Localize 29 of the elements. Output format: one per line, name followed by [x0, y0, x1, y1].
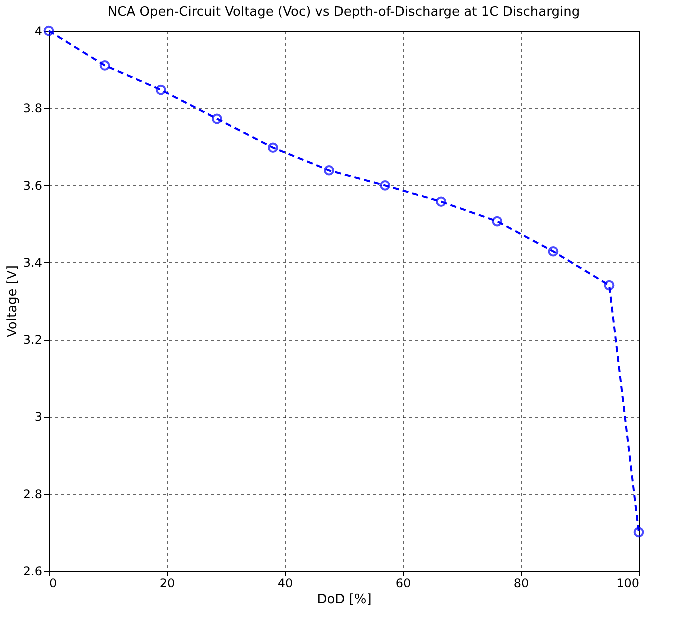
- point: [44, 26, 54, 36]
- point: [492, 216, 503, 227]
- y-axis-title: Voltage [V]: [5, 266, 20, 338]
- point: [212, 114, 222, 124]
- y-tick-label: 4: [34, 24, 42, 38]
- x-tick-label: 80: [514, 576, 530, 590]
- point: [604, 280, 615, 291]
- y-tick-label: 3.8: [23, 102, 42, 116]
- x-tick-label: 100: [616, 576, 640, 590]
- y-tick-label: 3: [34, 410, 42, 424]
- point: [634, 527, 644, 538]
- chart-title: NCA Open-Circuit Voltage (Voc) vs Depth-of-Discharge at 1C Discharging: [108, 4, 580, 20]
- x-axis-title: DoD [%]: [317, 592, 372, 608]
- point: [100, 60, 110, 71]
- point: [156, 84, 166, 96]
- point: [436, 196, 447, 208]
- y-tick-label: 3.4: [23, 256, 42, 270]
- point: [324, 165, 334, 176]
- y-tick-label: 3.6: [23, 178, 42, 193]
- x-tick-label: 40: [278, 576, 294, 590]
- y-tick-label: 2.8: [23, 487, 42, 502]
- y-tick-label: 3.2: [23, 333, 42, 348]
- point: [548, 246, 559, 257]
- x-tick-label: 20: [160, 576, 176, 590]
- point: [268, 142, 278, 154]
- y-tick-label: 2.6: [23, 564, 42, 578]
- point: [380, 180, 390, 191]
- x-tick-label: 0: [50, 576, 58, 590]
- x-tick-label: 60: [396, 576, 412, 590]
